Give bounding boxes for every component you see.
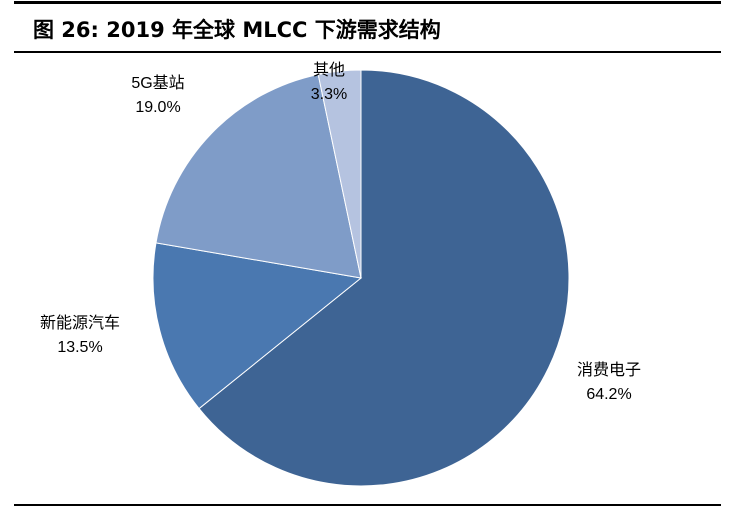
title-rule: [14, 51, 721, 53]
slice-label: 5G基站: [131, 74, 184, 92]
pie-slice-2: [155, 73, 362, 279]
slice-value-label: 64.2%: [586, 386, 631, 403]
pie-slice-1: [152, 242, 363, 410]
top-rule: [14, 1, 721, 4]
slice-value-label: 13.5%: [57, 339, 102, 356]
pie-slice-3: [317, 69, 362, 279]
slice-label: 其他: [313, 61, 345, 79]
slice-label: 新能源汽车: [40, 314, 120, 332]
bottom-rule: [14, 504, 721, 506]
figure-title: 图 26: 2019 年全球 MLCC 下游需求结构: [33, 18, 441, 42]
slice-label: 消费电子: [577, 361, 641, 379]
slice-value-label: 19.0%: [135, 99, 180, 116]
slice-value-label: 3.3%: [311, 86, 347, 103]
pie-slice-0: [198, 69, 570, 487]
